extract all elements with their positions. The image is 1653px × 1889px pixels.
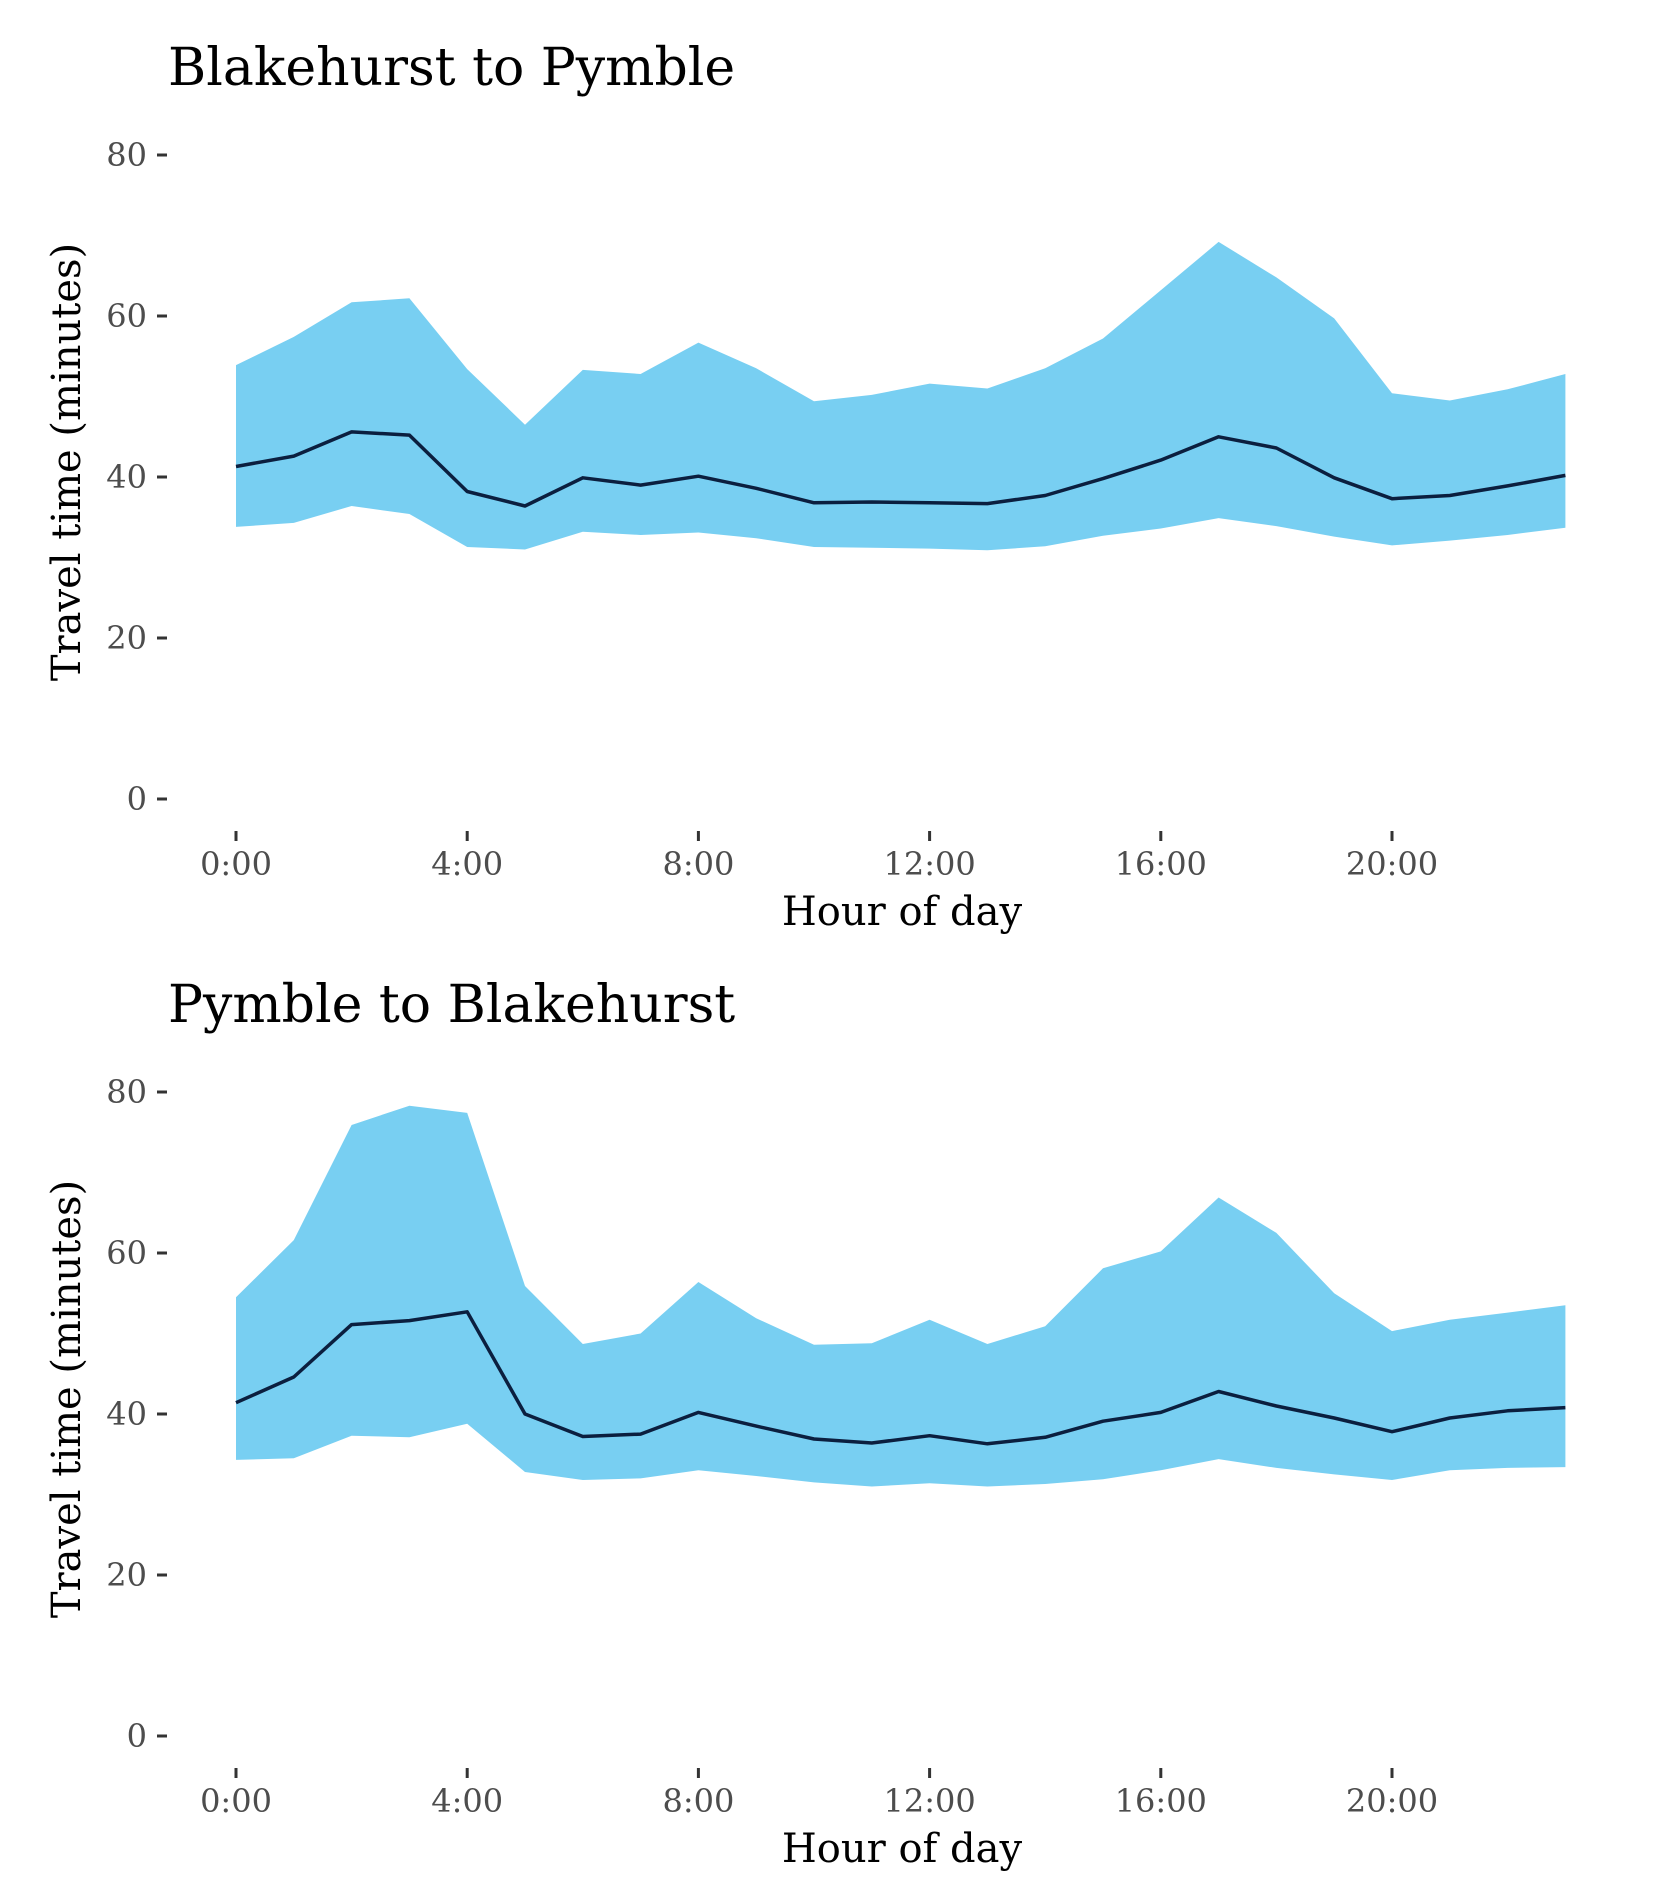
chart-panel-1: Blakehurst to Pymble 0 20 40 60 80 0:00 4:00 8:0… [44,38,1566,935]
x-tick-label: 0:00 [200,845,272,883]
x-tick-label: 0:00 [200,1782,272,1820]
y-tick-label: 20 [106,1556,147,1594]
y-tick-label: 60 [106,297,147,335]
y-tick-label: 80 [106,136,147,174]
chart-title: Blakehurst to Pymble [168,38,735,98]
x-tick-label: 20:00 [1346,845,1438,883]
x-axis-label: Hour of day [782,1826,1023,1872]
median-line [235,1310,1566,1446]
x-tick-label: 16:00 [1115,1782,1207,1820]
y-axis-label: Travel time (minutes) [44,243,90,681]
interval-band [236,1105,1566,1487]
x-axis-label: Hour of day [782,889,1023,935]
y-tick-label: 40 [106,1395,147,1433]
y-tick-label: 60 [106,1234,147,1272]
chart-title: Pymble to Blakehurst [168,975,735,1035]
y-tick-label: 20 [106,619,147,657]
y-tick-label: 0 [127,780,147,818]
interval-band [236,241,1566,551]
chart-panel-2: Pymble to Blakehurst 0 20 40 60 80 0:00 4:00 8:0… [44,975,1566,1872]
x-tick-label: 20:00 [1346,1782,1438,1820]
median-line [235,430,1566,508]
x-tick-label: 8:00 [662,1782,734,1820]
y-tick-label: 80 [106,1073,147,1111]
x-tick-label: 12:00 [883,1782,975,1820]
x-tick-label: 12:00 [883,845,975,883]
y-tick-label: 0 [127,1717,147,1755]
x-tick-label: 8:00 [662,845,734,883]
x-tick-label: 4:00 [431,1782,503,1820]
x-tick-label: 4:00 [431,845,503,883]
x-tick-label: 16:00 [1115,845,1207,883]
y-tick-label: 40 [106,458,147,496]
y-axis-label: Travel time (minutes) [44,1180,90,1618]
